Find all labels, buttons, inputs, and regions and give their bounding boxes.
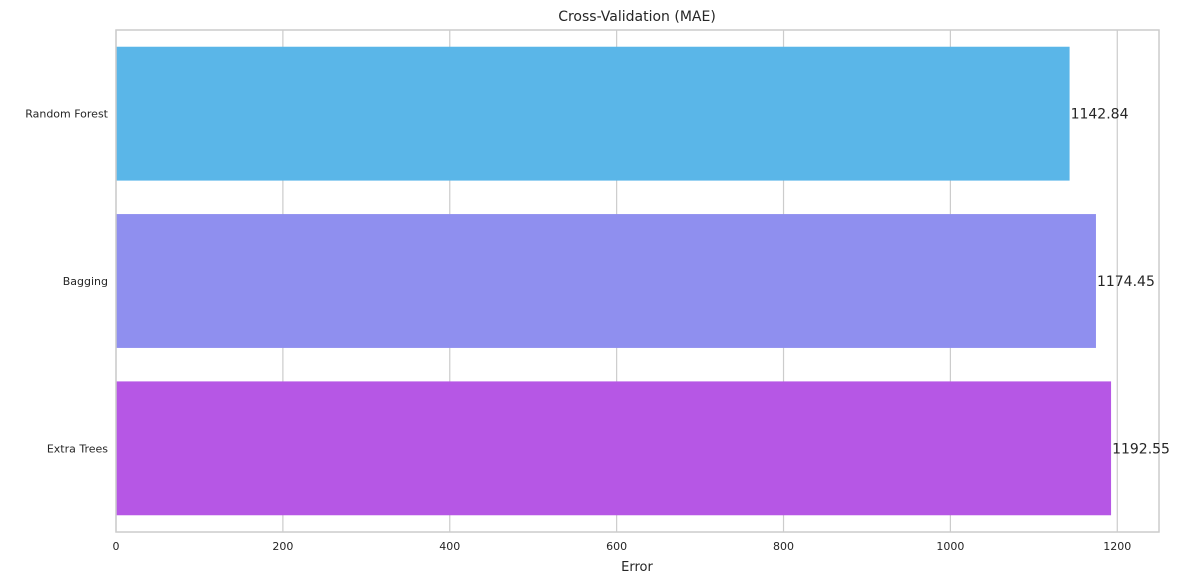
bar-bagging	[116, 214, 1096, 348]
y-tick-label: Random Forest	[25, 108, 108, 121]
bar-random-forest	[116, 46, 1070, 181]
bar-value-label: 1174.45	[1097, 274, 1155, 290]
x-tick-labels: 0 200 400 600 800 1000 1200	[113, 540, 1132, 553]
bar-extra-trees	[116, 381, 1112, 516]
x-tick-label: 1000	[936, 540, 964, 553]
plot-frame	[115, 29, 1160, 533]
x-tick-label: 0	[113, 540, 120, 553]
chart-title: Cross-Validation (MAE)	[558, 9, 716, 25]
y-tick-label: Bagging	[63, 275, 108, 288]
bar-value-label: 1192.55	[1112, 441, 1170, 457]
bar-value-label: 1142.84	[1071, 107, 1129, 123]
bar-value-labels: 1142.84 1174.45 1192.55	[1071, 107, 1170, 458]
y-tick-label: Extra Trees	[47, 442, 108, 455]
bars-group	[116, 46, 1112, 516]
x-axis-label: Error	[621, 560, 653, 575]
x-tick-label: 800	[773, 540, 794, 553]
x-tick-label: 1200	[1103, 540, 1131, 553]
x-tick-label: 200	[272, 540, 293, 553]
x-tick-label: 400	[439, 540, 460, 553]
y-tick-labels: Random Forest Bagging Extra Trees	[25, 108, 108, 456]
x-tick-label: 600	[606, 540, 627, 553]
